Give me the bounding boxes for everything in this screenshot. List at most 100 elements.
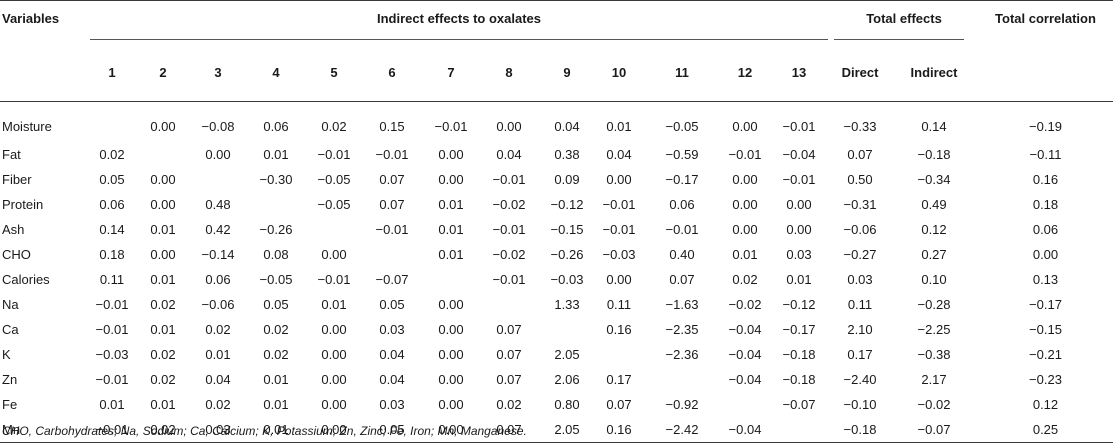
indirect-cell: 0.10 — [921, 272, 947, 287]
table-cell: 0.04 — [606, 147, 632, 162]
table-cell: −0.07 — [375, 272, 409, 287]
indirect-cell: 0.27 — [921, 247, 947, 262]
table-cell: 0.05 — [263, 297, 289, 312]
table-cell: −0.15 — [550, 222, 584, 237]
table-cell: 0.03 — [379, 322, 405, 337]
table-cell: 0.01 — [150, 397, 176, 412]
table-cell: 0.01 — [438, 197, 464, 212]
table-cell — [362, 242, 422, 267]
indirect-cell: −0.18 — [917, 147, 951, 162]
table-cell: 0.02 — [99, 147, 125, 162]
table-row: Mn −0.01 0.02 0.03 0.01 0.00 0.05 0.00 0.07 2.05 0… — [0, 417, 1113, 443]
indirect-cell: −0.02 — [917, 397, 951, 412]
table-cell: −0.26 — [259, 222, 293, 237]
table-cell: 0.00 — [606, 172, 632, 187]
total-cell: 0.25 — [978, 417, 1113, 443]
direct-cell: −0.10 — [843, 397, 877, 412]
table-cell: −0.59 — [665, 147, 699, 162]
indirect-cell: 0.12 — [921, 222, 947, 237]
total-cell: −0.15 — [1029, 322, 1062, 337]
table-cell: 0.01 — [438, 222, 464, 237]
header-row-2: 1 2 3 4 5 6 7 8 9 10 11 12 13 Direct Indirect — [0, 49, 1113, 102]
table-cell: −0.04 — [728, 322, 762, 337]
variables-header: Variables — [2, 11, 60, 26]
table-cell: 0.00 — [786, 197, 812, 212]
indirect-effects-header: Indirect effects to oxalates — [88, 1, 830, 50]
table-cell: 0.00 — [438, 322, 464, 337]
table-cell: 0.00 — [321, 372, 347, 387]
table-cell: −0.01 — [602, 197, 636, 212]
row-label: Fe — [2, 397, 18, 412]
table-cell — [538, 317, 596, 342]
total-cell: −0.19 — [1029, 118, 1062, 134]
row-label: Zn — [2, 372, 18, 387]
col-header-8: 8 — [480, 49, 538, 102]
table-cell: 0.16 — [606, 322, 632, 337]
table-cell: −0.05 — [317, 197, 351, 212]
table-cell: 0.07 — [496, 322, 522, 337]
table-cell: −2.36 — [665, 347, 699, 362]
total-effects-header: Total effects — [830, 1, 978, 50]
row-label: Protein — [2, 197, 44, 212]
table-row: Ash 0.14 0.01 0.42 −0.26 −0.01 0.01 −0.01 −0.15 −… — [0, 217, 1113, 242]
table-cell: −0.12 — [550, 197, 584, 212]
table-cell: 0.38 — [554, 147, 580, 162]
table-cell: 0.01 — [263, 147, 289, 162]
table-row: Fe 0.01 0.01 0.02 0.01 0.00 0.03 0.00 0.02 0.80 0.… — [0, 392, 1113, 417]
table-cell: 0.00 — [150, 247, 176, 262]
table-cell: 0.02 — [205, 397, 231, 412]
table-cell: 0.06 — [263, 118, 289, 134]
table-cell: 0.00 — [606, 272, 632, 287]
table-cell: 0.07 — [496, 372, 522, 387]
table-cell: 0.16 — [596, 417, 642, 443]
table-cell: −0.01 — [492, 222, 526, 237]
table-cell: 0.01 — [150, 222, 176, 237]
blank-header-cell — [0, 49, 88, 102]
table-cell: 0.02 — [732, 272, 758, 287]
table-cell: 0.00 — [732, 118, 758, 134]
table-cell — [190, 167, 246, 192]
table-cell: −0.18 — [782, 372, 816, 387]
col-header-5: 5 — [306, 49, 362, 102]
table-cell: 0.00 — [438, 372, 464, 387]
table-cell: 0.40 — [669, 247, 695, 262]
table-row: Ca −0.01 0.01 0.02 0.02 0.00 0.03 0.00 0.07 0.16 −… — [0, 317, 1113, 342]
table-cell: 0.06 — [669, 197, 695, 212]
col-header-3: 3 — [190, 49, 246, 102]
table-cell: 0.11 — [606, 297, 632, 312]
indirect-cell: −0.38 — [917, 347, 951, 362]
table-cell: −0.02 — [492, 197, 526, 212]
row-label: Mn — [0, 417, 88, 443]
direct-header: Direct — [830, 49, 890, 102]
indirect-cell: 0.49 — [921, 197, 947, 212]
row-label: Ash — [2, 222, 25, 237]
table-cell: 0.01 — [205, 347, 231, 362]
table-cell: −0.03 — [550, 272, 584, 287]
table-cell: 0.00 — [496, 118, 522, 134]
table-cell — [480, 292, 538, 317]
table-cell: 0.08 — [263, 247, 289, 262]
table-cell: −0.05 — [259, 272, 293, 287]
table-cell: −0.17 — [782, 322, 816, 337]
table-cell: 0.00 — [438, 347, 464, 362]
total-cell: 0.06 — [1032, 222, 1059, 237]
table-cell: 0.01 — [732, 247, 758, 262]
total-cell: 0.13 — [1032, 272, 1059, 287]
table-cell: 0.02 — [205, 322, 231, 337]
table-cell: −0.04 — [728, 372, 762, 387]
table-cell: 0.06 — [205, 272, 231, 287]
table-cell: 0.00 — [438, 397, 464, 412]
table-cell: −0.01 — [728, 147, 762, 162]
direct-cell: −0.33 — [843, 118, 877, 134]
total-cell: −0.23 — [1029, 372, 1062, 387]
indirect-underline — [90, 39, 828, 40]
table-cell: 0.01 — [263, 397, 289, 412]
table-cell: 0.02 — [496, 397, 522, 412]
table-cell: 0.07 — [379, 197, 405, 212]
table-cell: 0.02 — [150, 372, 176, 387]
total-cell: −0.17 — [1029, 297, 1062, 312]
table-cell: 0.02 — [263, 322, 289, 337]
table-cell: 0.00 — [306, 417, 362, 443]
table-cell: 0.05 — [379, 297, 405, 312]
table-row: Fiber 0.05 0.00 −0.30 −0.05 0.07 0.00 −0.01 0.09… — [0, 167, 1113, 192]
